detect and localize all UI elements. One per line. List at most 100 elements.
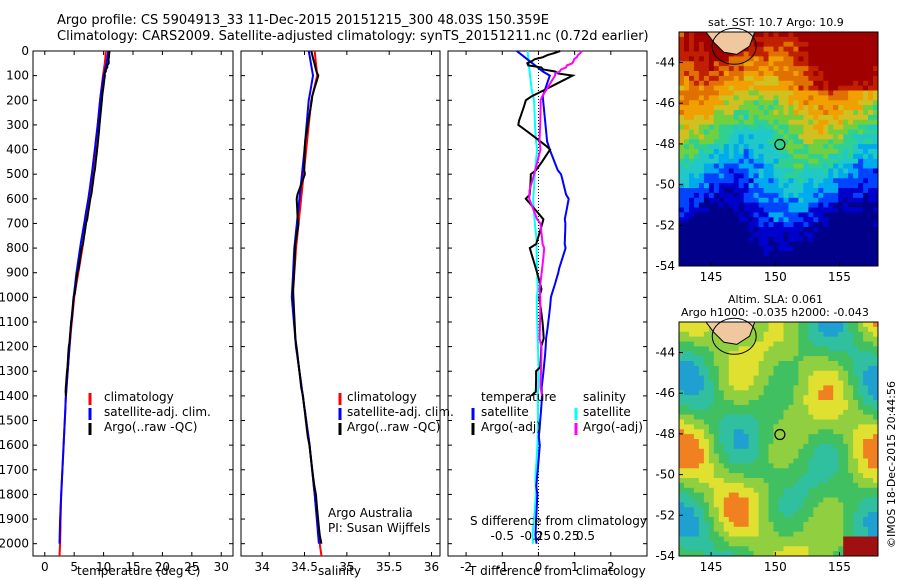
sst-bathy-contour [711, 27, 757, 65]
depth-tick-label: 1100 [0, 315, 29, 329]
sla-ytick-label: -54 [655, 549, 675, 563]
sla-frame [678, 321, 879, 557]
sal-legend-1: climatology [347, 390, 417, 404]
temp-x-tick-label: 5 [70, 560, 78, 574]
sst-ytick-label: -44 [655, 56, 675, 70]
depth-tick-label: 400 [6, 143, 29, 157]
temp-legend-2: satellite-adj. clim. [104, 405, 211, 419]
temp-x-tick-label: 30 [214, 560, 229, 574]
diff-legend-s-title: salinity [583, 390, 627, 404]
depth-tick-label: 300 [6, 118, 29, 132]
sst-ytick-label: -48 [655, 137, 675, 151]
sla-xtick-label: 150 [764, 560, 787, 574]
sla-title1: Altim. SLA: 0.061 [728, 293, 824, 306]
depth-tick-label: 0 [21, 44, 29, 58]
depth-tick-label: 1800 [0, 487, 29, 501]
sal-x-tick-label: 34 [255, 560, 270, 574]
diff-legend-s2: Argo(-adj) [583, 420, 643, 434]
diff-s-tick-label: 0.25 [553, 529, 580, 543]
depth-tick-label: 600 [6, 192, 29, 206]
depth-tick-label: 1500 [0, 414, 29, 428]
sal-x-tick-label: 35 [339, 560, 354, 574]
diff-legend-t-title: temperature [481, 390, 557, 404]
diff-s-label: S difference from climatology [470, 514, 647, 528]
depth-tick-label: 1000 [0, 290, 29, 304]
sal-x-tick-label: 35.5 [376, 560, 403, 574]
sla-ytick-label: -44 [655, 346, 675, 360]
diff-legend-s1: satellite [583, 405, 631, 419]
temp-x-tick-label: 25 [184, 560, 199, 574]
diff-series-s-satellite [526, 50, 540, 544]
sla-heatmap [679, 322, 879, 557]
diff-x-tick-label: 2 [607, 560, 615, 574]
depth-tick-label: 1300 [0, 364, 29, 378]
diff-x-tick-label: 1 [571, 560, 579, 574]
diff-x-tick-label: -2 [460, 560, 472, 574]
sla-ytick-label: -50 [655, 468, 675, 482]
sst-argo-marker [774, 138, 786, 151]
temp-xlabel: temperature (deg C) [77, 564, 201, 578]
sal-legend-3: Argo(..raw -QC) [347, 420, 441, 434]
diff-s-tick-label: -0.5 [491, 529, 514, 543]
sla-xtick-label: 145 [700, 560, 723, 574]
imos-credit: ©IMOS 18-Dec-2015 20:44:56 [885, 381, 898, 548]
sal-series-argo [292, 50, 323, 544]
depth-tick-label: 500 [6, 167, 29, 181]
sal-note1: Argo Australia [328, 506, 413, 520]
diff-s-tick-label: 0.5 [576, 529, 595, 543]
sla-ytick-label: -48 [655, 427, 675, 441]
sla-title2: Argo h1000: -0.035 h2000: -0.043 [681, 306, 869, 319]
temp-legend-1: climatology [104, 390, 174, 404]
diff-x-tick-label: 0 [535, 560, 543, 574]
diff-legend-t1: satellite [481, 405, 529, 419]
sal-x-tick-label: 36 [424, 560, 439, 574]
depth-tick-label: 1700 [0, 463, 29, 477]
sal-x-tick-label: 34.5 [291, 560, 318, 574]
temp-panel-frame [32, 50, 234, 557]
sal-note2: PI: Susan Wijffels [328, 521, 431, 535]
temp-x-tick-label: 10 [96, 560, 111, 574]
sst-frame [678, 31, 879, 267]
sla-ytick-label: -52 [655, 508, 675, 522]
sst-ytick-label: -46 [655, 96, 675, 110]
diff-panel-frame [447, 50, 648, 557]
depth-tick-label: 800 [6, 241, 29, 255]
diff-xlabel: T difference from climatology [469, 564, 646, 578]
diff-legend-t2: Argo(-adj) [481, 420, 541, 434]
depth-tick-label: 1400 [0, 389, 29, 403]
sal-xlabel: salinity [318, 564, 362, 578]
depth-tick-label: 1600 [0, 438, 29, 452]
sla-xtick-label: 155 [828, 560, 851, 574]
depth-tick-label: 1900 [0, 512, 29, 526]
sst-ytick-label: -50 [655, 178, 675, 192]
sst-heatmap [679, 32, 879, 267]
sst-xtick-label: 155 [828, 270, 851, 284]
temp-series-argo [64, 50, 111, 396]
diff-series-s-argo [528, 50, 583, 397]
header-line2: Climatology: CARS2009. Satellite-adjuste… [57, 29, 649, 44]
diff-s-tick-label: 0 [535, 529, 543, 543]
depth-tick-label: 2000 [0, 537, 29, 551]
depth-tick-label: 200 [6, 93, 29, 107]
temp-x-tick-label: 20 [155, 560, 170, 574]
sla-argo-marker [774, 428, 786, 441]
sal-legend-2: satellite-adj. clim. [347, 405, 454, 419]
sst-xtick-label: 145 [700, 270, 723, 284]
diff-series-t-satellite [516, 50, 570, 544]
depth-tick-label: 100 [6, 69, 29, 83]
depth-tick-label: 900 [6, 266, 29, 280]
sla-ytick-label: -46 [655, 386, 675, 400]
sst-ytick-label: -54 [655, 259, 675, 273]
sst-ytick-label: -52 [655, 218, 675, 232]
depth-tick-label: 700 [6, 216, 29, 230]
depth-tick-label: 1200 [0, 340, 29, 354]
sal-panel-frame [240, 50, 441, 557]
sst-title: sat. SST: 10.7 Argo: 10.9 [708, 16, 844, 29]
temp-x-tick-label: 15 [125, 560, 140, 574]
sla-bathy-contour [711, 317, 757, 355]
temp-x-tick-label: 0 [41, 560, 49, 574]
temp-legend-3: Argo(..raw -QC) [104, 420, 198, 434]
sst-xtick-label: 150 [764, 270, 787, 284]
diff-x-tick-label: -1 [496, 560, 508, 574]
